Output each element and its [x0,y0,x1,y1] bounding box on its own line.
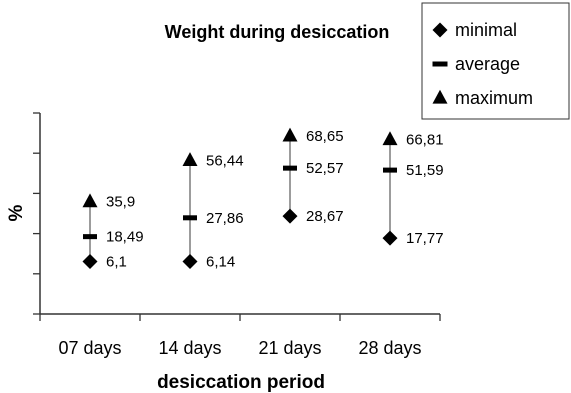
data-label: 35,9 [106,194,135,211]
legend-diamond-icon [432,22,448,38]
max-point [382,131,398,146]
min-point [182,253,198,269]
data-label: 27,86 [206,210,244,227]
y-ticks [33,112,40,315]
data-label: 68,65 [306,128,344,145]
x-axis-title: desiccation period [157,372,325,393]
legend: minimal average maximum [421,2,570,120]
avg-point [183,215,197,221]
legend-dash-icon [432,61,448,67]
x-tick-label: 14 days [158,338,221,358]
data-label: 56,44 [206,152,244,169]
x-tick-label: 28 days [358,338,421,358]
min-point [382,230,398,246]
data-label: 66,81 [406,132,444,149]
min-point [282,208,298,224]
avg-point [83,234,97,240]
data-label: 52,57 [306,160,344,177]
x-tick-label: 21 days [258,338,321,358]
avg-point [283,165,297,171]
min-point [82,254,98,270]
max-point [182,152,198,166]
max-point [82,193,98,208]
legend-label-maximum: maximum [455,88,533,108]
max-point [282,127,298,142]
data-label: 6,1 [106,254,127,271]
data-label: 6,14 [206,253,235,270]
legend-label-minimal: minimal [455,20,517,40]
data-label: 17,77 [406,230,444,247]
data-marks: 6,1 18,49 35,9 6,14 27,86 56,44 28,67 52,57 68,6… [82,127,444,271]
avg-point [383,167,397,173]
chart-title: Weight during desiccation [165,22,390,42]
legend-box [421,2,570,120]
plot-area: 07 days 14 days 21 days 28 days 6,1 18,49 35,… [33,112,444,358]
data-label: 51,59 [406,162,444,179]
x-ticks: 07 days 14 days 21 days 28 days [39,314,441,358]
legend-triangle-icon [432,89,448,104]
y-axis-title: % [6,204,27,221]
legend-label-average: average [455,54,520,74]
x-tick-label: 07 days [58,338,121,358]
data-label: 28,67 [306,208,344,225]
data-label: 18,49 [106,229,144,246]
